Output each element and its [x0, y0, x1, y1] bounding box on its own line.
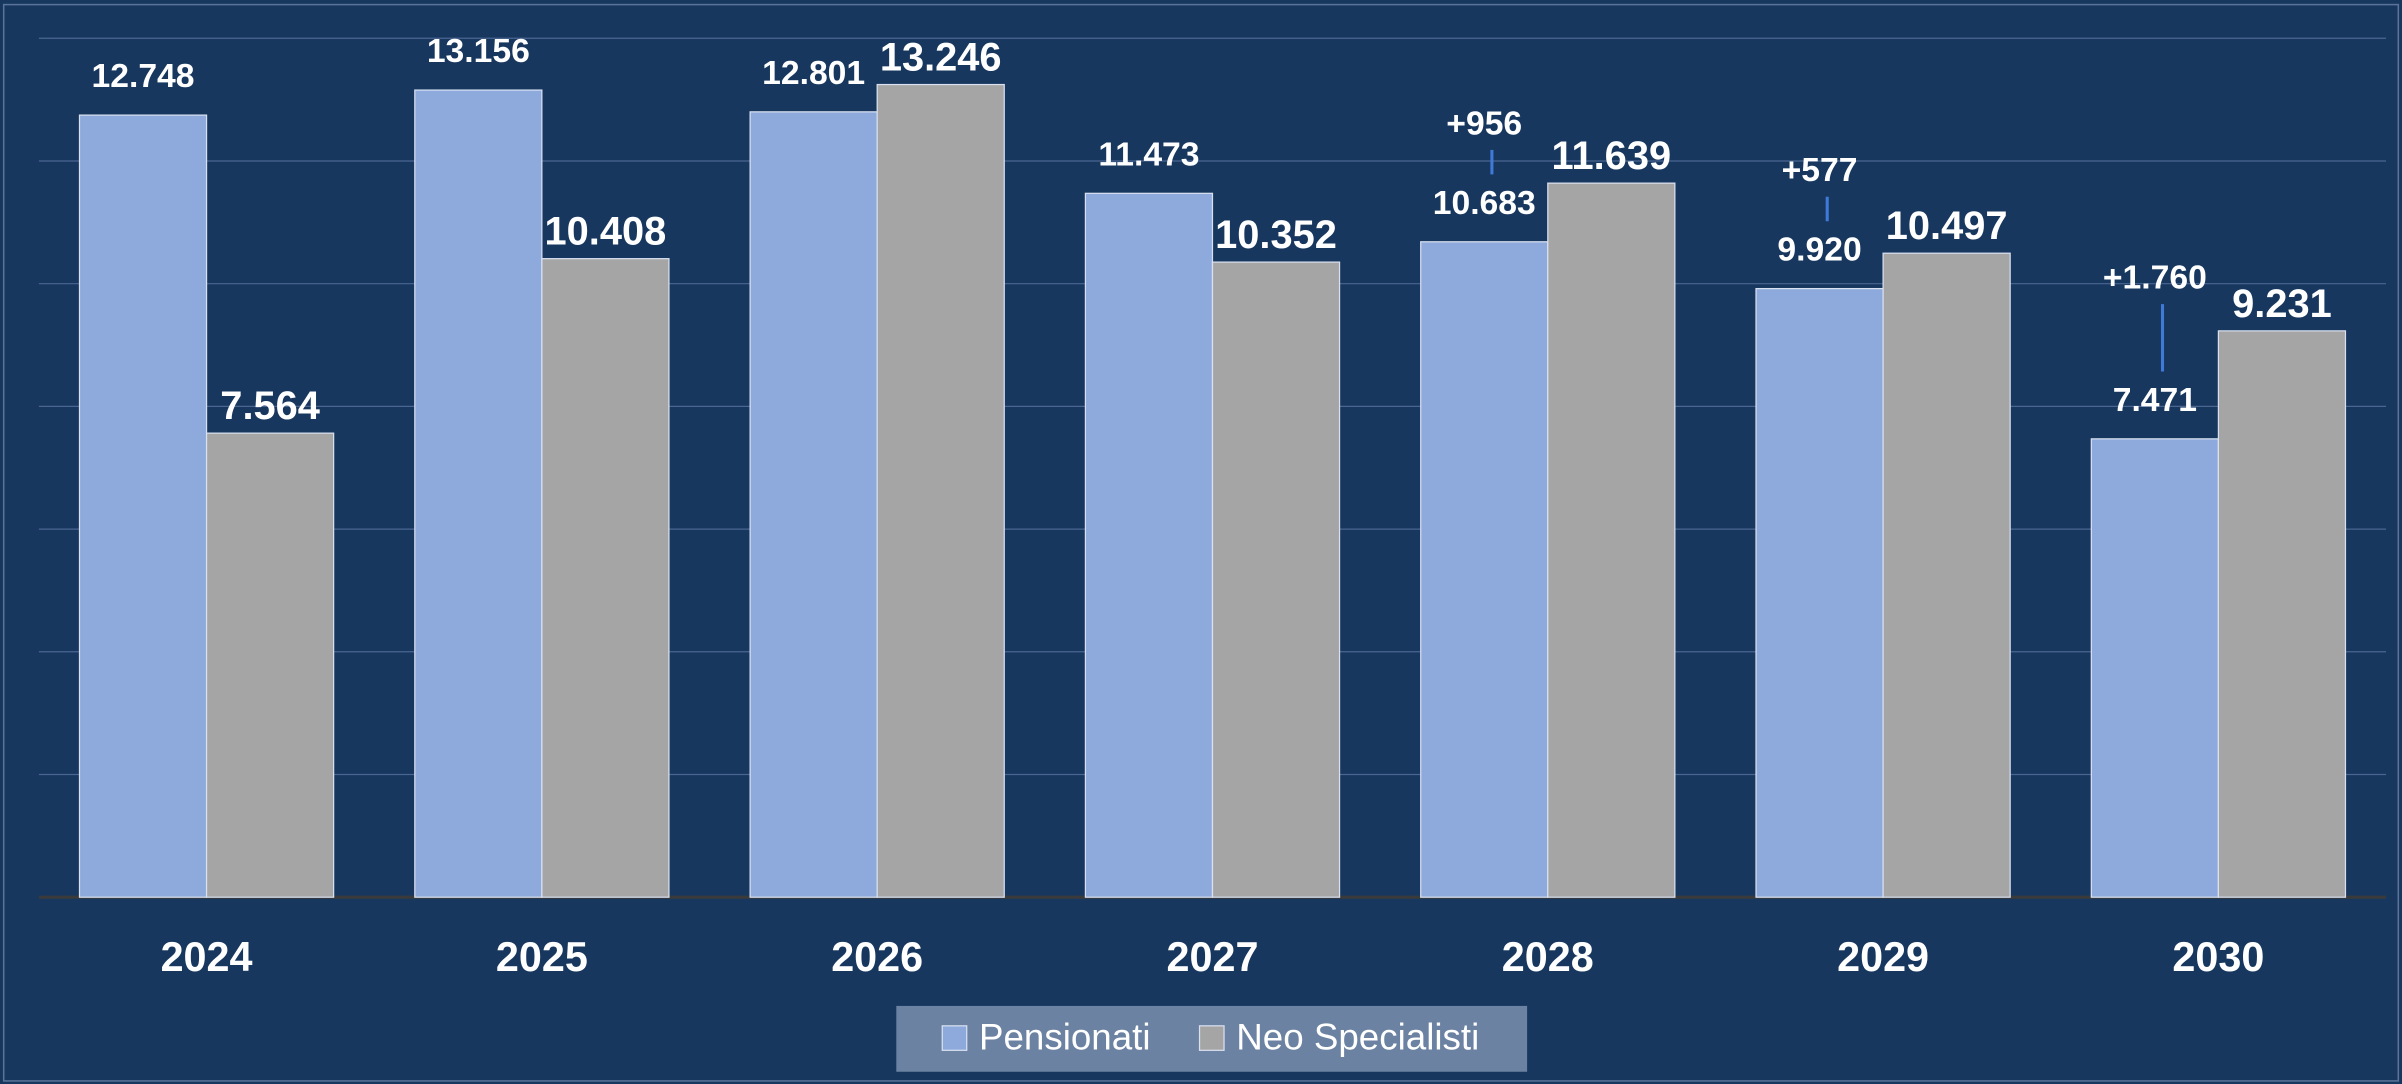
data-label: 10.683: [1433, 185, 1536, 222]
data-label: 10.408: [545, 210, 667, 254]
bar: [876, 83, 1005, 898]
x-tick-label: 2030: [2172, 934, 2264, 980]
data-label: 13.156: [427, 33, 530, 70]
bar: [1882, 252, 2011, 898]
bar: [205, 432, 335, 898]
legend-label: Neo Specialisti: [1236, 1016, 1479, 1057]
frame: [2, 3, 2400, 1082]
annotation: +1.760: [2103, 260, 2207, 297]
annotation: +577: [1782, 152, 1858, 189]
bar: [1084, 192, 1214, 898]
bar: [1211, 261, 1341, 898]
x-tick-label: 2026: [831, 934, 923, 980]
legend-swatch: [1198, 1025, 1225, 1051]
x-tick-label: 2029: [1837, 934, 1929, 980]
legend-swatch: [941, 1025, 968, 1051]
data-label: 11.473: [1098, 136, 1199, 173]
x-tick-label: 2027: [1167, 934, 1259, 980]
data-label: 9.231: [2232, 282, 2332, 326]
data-label: 12.748: [92, 58, 195, 95]
bar: [1547, 182, 1676, 898]
bar: [749, 111, 878, 898]
data-label: 9.920: [1777, 232, 1861, 269]
annotation: +956: [1446, 105, 1522, 142]
x-tick-label: 2028: [1502, 934, 1594, 980]
bar: [541, 258, 670, 898]
bar: [1420, 241, 1549, 898]
bar: [78, 114, 208, 898]
data-label: 13.246: [880, 36, 1002, 80]
x-tick-label: 2025: [496, 934, 588, 980]
bar: [414, 89, 543, 898]
data-label: 7.564: [220, 384, 320, 428]
data-label: 11.639: [1552, 134, 1672, 178]
legend-label: Pensionati: [979, 1016, 1151, 1057]
bar: [1755, 287, 1884, 898]
data-label: 10.352: [1215, 213, 1337, 257]
data-label: 10.497: [1886, 204, 2008, 248]
x-tick-label: 2024: [161, 934, 253, 980]
data-label: 12.801: [762, 55, 865, 92]
bar: [2090, 438, 2220, 898]
data-label: 7.471: [2113, 382, 2197, 419]
bar: [2217, 330, 2347, 898]
